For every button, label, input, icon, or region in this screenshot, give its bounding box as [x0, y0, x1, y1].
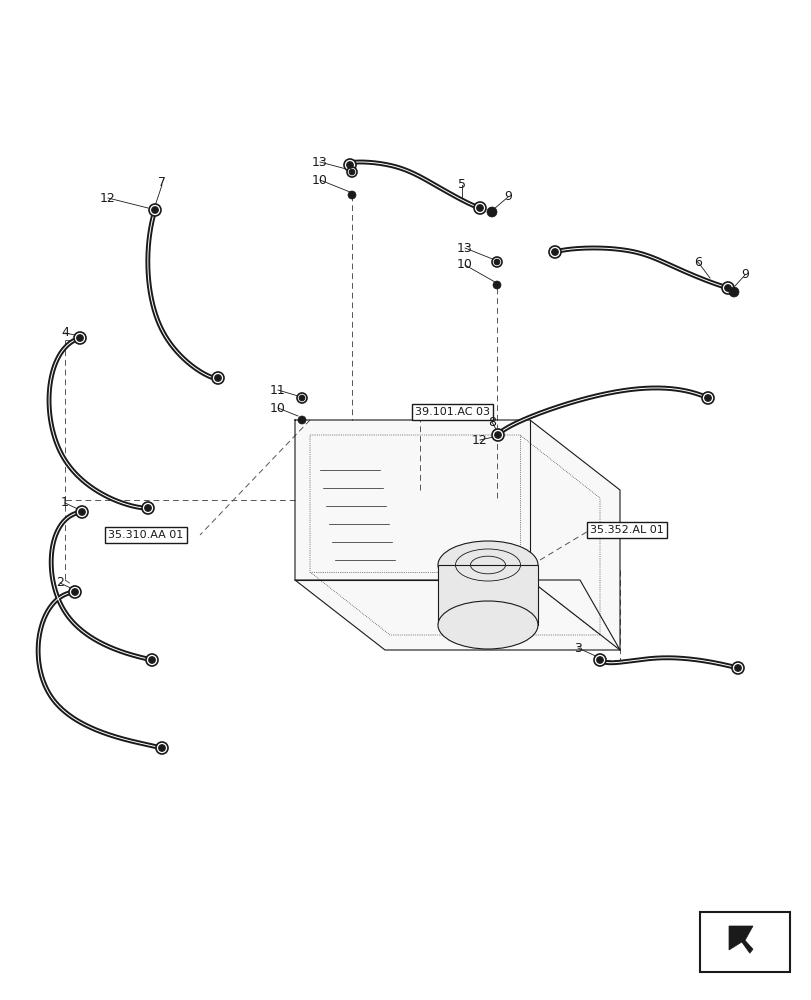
Circle shape [476, 205, 483, 211]
Text: 13: 13 [457, 241, 472, 254]
Text: 9: 9 [504, 190, 511, 204]
Text: 2: 2 [56, 576, 64, 589]
Circle shape [704, 395, 710, 401]
Text: 10: 10 [270, 401, 285, 414]
Circle shape [79, 509, 85, 515]
Circle shape [298, 416, 306, 424]
Polygon shape [728, 926, 752, 953]
Circle shape [152, 207, 158, 213]
Circle shape [148, 657, 155, 663]
Text: 39.101.AC 03: 39.101.AC 03 [414, 407, 489, 417]
Circle shape [144, 505, 151, 511]
Circle shape [349, 169, 354, 175]
Text: 12: 12 [100, 192, 116, 205]
Bar [437, 565, 538, 625]
Circle shape [158, 745, 165, 751]
Circle shape [346, 167, 357, 177]
Text: 7: 7 [158, 176, 165, 190]
Circle shape [487, 207, 496, 217]
Circle shape [76, 335, 84, 341]
Circle shape [74, 332, 86, 344]
Circle shape [214, 375, 221, 381]
Circle shape [734, 665, 740, 671]
Circle shape [723, 285, 731, 291]
Text: 1: 1 [61, 496, 69, 510]
Text: 8: 8 [487, 416, 496, 428]
Text: 12: 12 [471, 434, 487, 446]
Text: 10: 10 [311, 174, 328, 186]
Circle shape [474, 202, 486, 214]
Text: 4: 4 [61, 326, 69, 340]
Circle shape [594, 654, 605, 666]
Circle shape [491, 257, 501, 267]
Circle shape [297, 393, 307, 403]
Circle shape [494, 259, 499, 265]
Circle shape [71, 589, 78, 595]
Bar [699, 912, 789, 972]
Circle shape [212, 372, 224, 384]
Circle shape [731, 662, 743, 674]
Ellipse shape [437, 541, 538, 589]
Polygon shape [294, 420, 620, 650]
Circle shape [76, 506, 88, 518]
Circle shape [596, 657, 603, 663]
Circle shape [491, 429, 504, 441]
Circle shape [492, 281, 500, 289]
Circle shape [548, 246, 560, 258]
Circle shape [142, 502, 154, 514]
Circle shape [299, 395, 304, 401]
Circle shape [702, 392, 713, 404]
Text: 11: 11 [270, 383, 285, 396]
Text: 3: 3 [573, 642, 581, 654]
Circle shape [69, 586, 81, 598]
Circle shape [721, 282, 733, 294]
Circle shape [348, 191, 355, 199]
Circle shape [148, 204, 161, 216]
Circle shape [494, 432, 500, 438]
Circle shape [728, 287, 738, 297]
Circle shape [344, 159, 355, 171]
Circle shape [346, 162, 353, 168]
Text: 13: 13 [311, 155, 328, 168]
Circle shape [146, 654, 158, 666]
Ellipse shape [437, 601, 538, 649]
Text: 35.352.AL 01: 35.352.AL 01 [590, 525, 663, 535]
Circle shape [156, 742, 168, 754]
Text: 5: 5 [457, 178, 466, 192]
Text: 10: 10 [457, 258, 472, 271]
Text: 6: 6 [693, 255, 701, 268]
Text: 35.310.AA 01: 35.310.AA 01 [108, 530, 183, 540]
Text: 9: 9 [740, 268, 748, 282]
Circle shape [551, 249, 558, 255]
